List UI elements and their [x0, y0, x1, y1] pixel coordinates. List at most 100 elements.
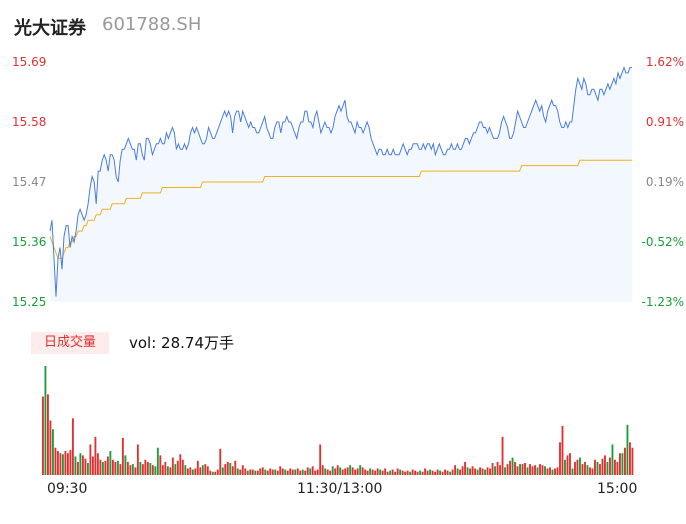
- volume-bar: [204, 464, 207, 475]
- volume-bar: [429, 469, 432, 475]
- volume-bar: [206, 466, 209, 475]
- volume-bar: [241, 465, 244, 475]
- volume-bar: [336, 465, 339, 475]
- volume-bar: [171, 457, 174, 475]
- volume-bar: [104, 460, 107, 475]
- volume-bar: [339, 467, 342, 475]
- volume-bar: [484, 469, 486, 475]
- volume-bar: [606, 461, 609, 475]
- volume-bar: [186, 468, 189, 475]
- volume-bar: [491, 463, 494, 475]
- volume-bar: [249, 469, 252, 475]
- volume-bar: [169, 467, 172, 475]
- x-tick-label: 11:30/13:00: [297, 481, 383, 497]
- volume-bar: [196, 460, 199, 475]
- volume-bar: [79, 453, 82, 475]
- volume-bar: [439, 470, 442, 475]
- volume-bar: [501, 436, 504, 475]
- volume-bar: [609, 457, 611, 475]
- volume-bar: [356, 468, 359, 475]
- volume-bar: [444, 469, 447, 475]
- volume-bar: [276, 470, 279, 475]
- volume-bar: [554, 468, 556, 475]
- volume-bar: [351, 467, 354, 475]
- volume-bar: [281, 468, 284, 475]
- volume-bar: [154, 466, 157, 475]
- volume-bar: [119, 464, 122, 475]
- volume-bar: [124, 455, 127, 475]
- volume-bar: [376, 468, 379, 475]
- price-tick-label: 15.58: [12, 115, 47, 129]
- volume-bar: [546, 468, 549, 475]
- volume-bar: [481, 468, 484, 475]
- volume-bar: [551, 469, 554, 475]
- volume-bar: [384, 468, 387, 475]
- volume-bar: [214, 471, 217, 475]
- volume-bar: [136, 444, 139, 475]
- volume-bar: [536, 467, 539, 475]
- volume-bars: [42, 366, 634, 475]
- volume-bar: [566, 455, 569, 475]
- volume-bar: [379, 469, 382, 475]
- volume-bar: [84, 458, 87, 475]
- volume-bar: [81, 455, 84, 475]
- volume-bar: [344, 468, 347, 475]
- volume-bar: [629, 442, 631, 475]
- volume-bar: [399, 469, 402, 475]
- volume-bar: [446, 470, 449, 475]
- volume-bar: [436, 469, 439, 475]
- volume-bar: [236, 468, 239, 475]
- volume-bar: [146, 461, 149, 475]
- volume-bar: [244, 468, 247, 475]
- volume-bar: [489, 468, 491, 475]
- volume-bar: [479, 467, 481, 475]
- volume-bar: [289, 468, 292, 475]
- volume-bar: [394, 471, 397, 475]
- volume-bar: [42, 396, 44, 475]
- volume-bar: [314, 470, 317, 475]
- volume-bar: [139, 461, 142, 475]
- volume-bar: [456, 468, 459, 475]
- volume-bar: [199, 467, 202, 475]
- volume-bar: [421, 471, 424, 475]
- volume-bar: [71, 418, 74, 475]
- percent-tick-label: -0.52%: [641, 235, 684, 249]
- volume-label: vol: 28.74万手: [129, 334, 234, 352]
- volume-bar: [506, 464, 509, 475]
- volume-bar: [614, 459, 616, 475]
- volume-bar: [516, 466, 519, 475]
- volume-bar: [361, 467, 364, 475]
- volume-bar: [321, 465, 324, 475]
- volume-bar: [66, 453, 69, 475]
- volume-bar: [574, 461, 576, 475]
- volume-bar: [74, 456, 77, 475]
- x-tick-label: 09:30: [47, 481, 88, 497]
- volume-bar: [164, 461, 167, 475]
- volume-bar: [509, 460, 511, 475]
- volume-bar: [279, 466, 282, 475]
- volume-bar: [271, 469, 274, 475]
- volume-bar: [349, 465, 352, 475]
- volume-bar: [166, 466, 169, 475]
- percent-tick-label: 0.91%: [645, 115, 684, 129]
- volume-bar: [424, 468, 427, 475]
- volume-bar: [69, 449, 72, 475]
- volume-bar: [54, 447, 57, 475]
- volume-bar: [309, 468, 312, 475]
- volume-bar: [371, 469, 374, 475]
- volume-bar: [291, 469, 294, 475]
- volume-bar: [284, 469, 287, 475]
- volume-bar: [366, 470, 369, 475]
- volume-bar: [179, 454, 182, 475]
- volume-bar: [341, 469, 344, 475]
- volume-bar: [514, 461, 516, 475]
- volume-bar: [396, 468, 399, 475]
- volume-bar: [521, 464, 524, 475]
- volume-bar: [571, 468, 574, 475]
- volume-bar: [419, 470, 422, 475]
- average-price-line: [49, 159, 632, 259]
- volume-bar: [524, 463, 526, 475]
- volume-bar: [324, 468, 327, 475]
- volume-bar: [599, 464, 601, 475]
